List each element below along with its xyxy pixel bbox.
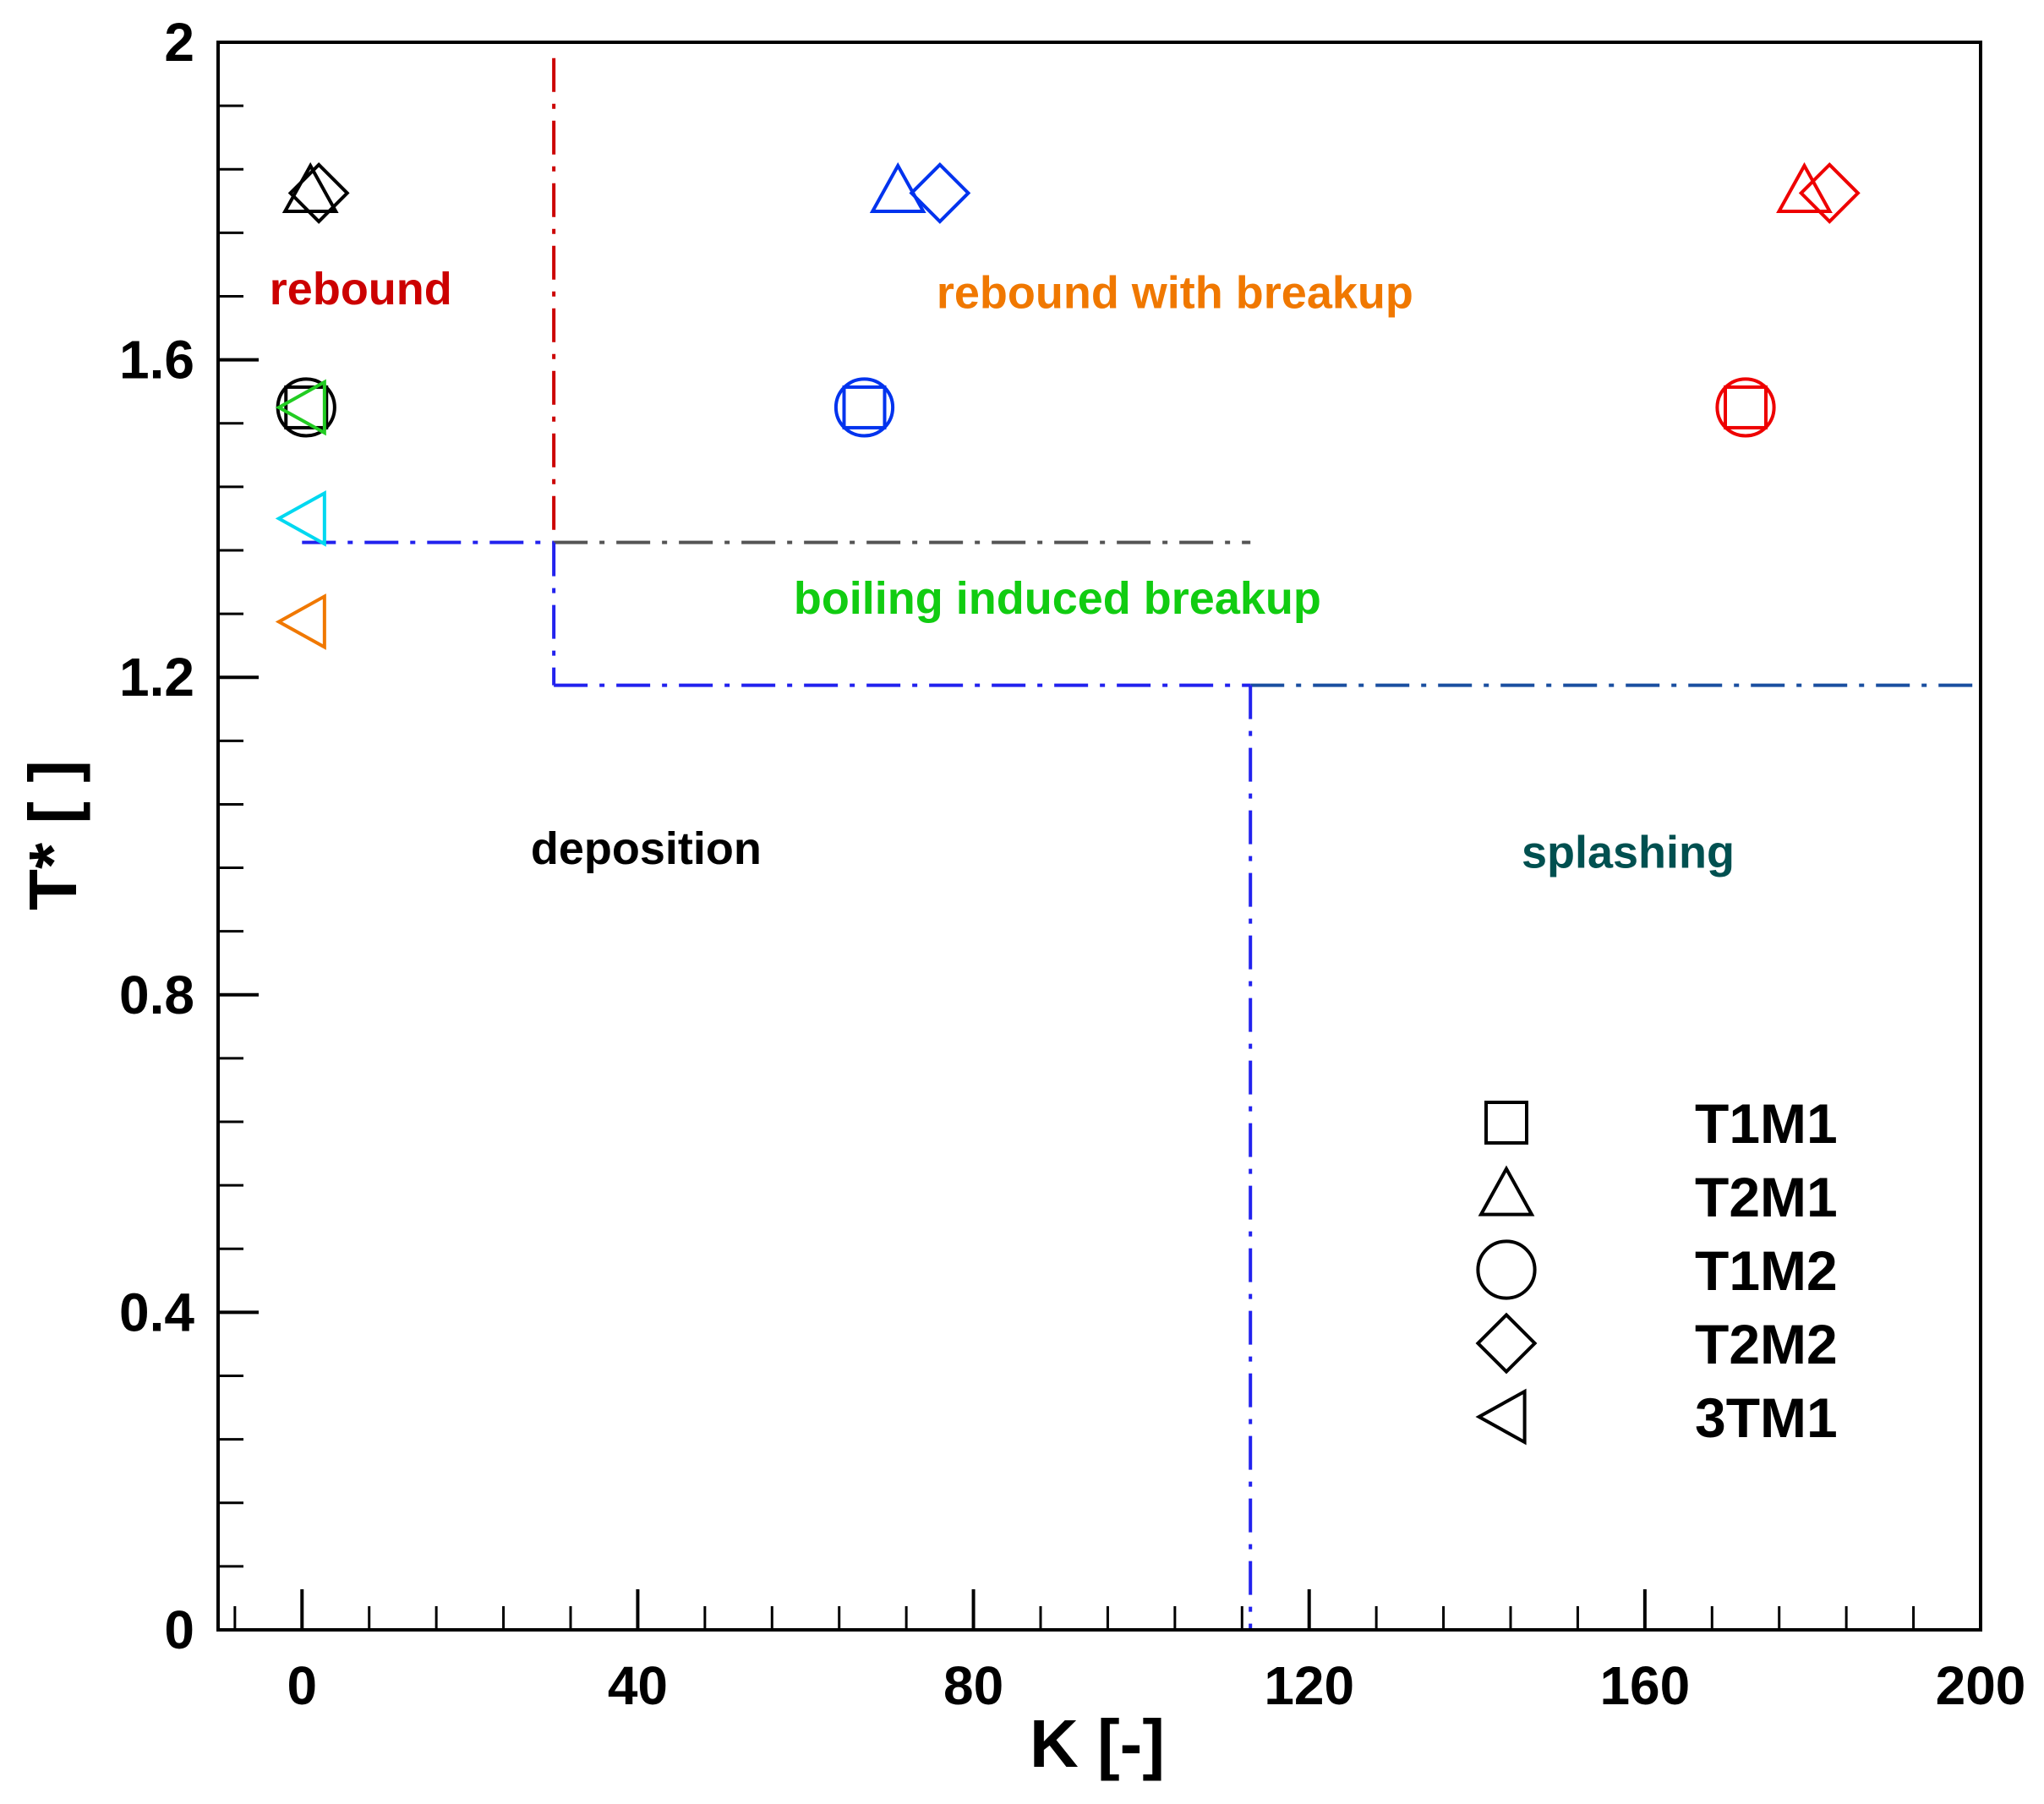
y-tick-label: 2: [164, 12, 194, 73]
data-point-3TM1: [275, 379, 326, 436]
x-tick-label: 200: [1936, 1655, 2026, 1716]
data-point-3TM1: [275, 593, 326, 650]
region-labels: rebound rebound with breakup boiling induc…: [270, 264, 1735, 878]
legend-symbol-T1M2: [1476, 1239, 1537, 1300]
region-label-boiling-induced-breakup: boiling induced breakup: [794, 573, 1321, 624]
data-point-T2M2: [287, 161, 350, 224]
legend-label-T1M1: T1M1: [1695, 1092, 1838, 1155]
regime-boundaries: [302, 57, 1981, 1630]
x-tick-label: 80: [943, 1655, 1003, 1716]
data-points: [275, 161, 1861, 650]
legend-symbol-T2M1: [1478, 1165, 1535, 1216]
data-point-T2M2: [1798, 161, 1861, 224]
region-label-splashing: splashing: [1522, 828, 1735, 878]
data-point-T1M1: [1724, 385, 1768, 429]
legend-label-T2M1: T2M1: [1695, 1166, 1838, 1228]
data-point-T2M1: [869, 161, 926, 214]
region-label-rebound: rebound: [270, 264, 452, 314]
data-point-T1M2: [1715, 377, 1776, 438]
legend-symbol-T2M2: [1475, 1312, 1538, 1375]
x-tick-label: 160: [1599, 1655, 1690, 1716]
data-point-T1M1: [284, 385, 329, 429]
y-tick-label: 0: [164, 1599, 194, 1660]
legend-label-3TM1: 3TM1: [1695, 1386, 1838, 1449]
region-label-rebound-with-breakup: rebound with breakup: [937, 268, 1413, 319]
region-label-deposition: deposition: [531, 823, 762, 874]
plot-frame: [216, 41, 1982, 1632]
x-axis-title: K [-]: [1030, 1706, 1165, 1781]
data-point-T1M1: [842, 385, 887, 429]
data-point-T1M2: [833, 377, 895, 438]
y-tick-label: 1.6: [119, 330, 194, 391]
legend-symbol-T1M1: [1484, 1101, 1528, 1145]
y-tick-label: 1.2: [119, 647, 194, 708]
data-point-T2M2: [909, 161, 971, 224]
legend-label-T2M2: T2M2: [1695, 1313, 1838, 1375]
axes: 0 40 80 120 160 200 0 0.4 0.8 1.2 1.6 2: [119, 12, 2025, 1716]
x-tick-label: 0: [287, 1655, 317, 1716]
y-tick-label: 0.8: [119, 965, 194, 1025]
legend-label-T1M2: T1M2: [1695, 1239, 1838, 1302]
data-point-T2M1: [1776, 161, 1833, 214]
y-axis-title: T* [ ]: [15, 760, 90, 910]
legend: T1M1 T2M1 T1M2 T2M2 3TM1: [1475, 1092, 1838, 1449]
x-tick-label: 120: [1264, 1655, 1354, 1716]
y-tick-label: 0.4: [119, 1282, 194, 1342]
data-point-3TM1: [275, 490, 326, 547]
x-tick-label: 40: [608, 1655, 668, 1716]
legend-symbol-3TM1: [1475, 1388, 1527, 1446]
